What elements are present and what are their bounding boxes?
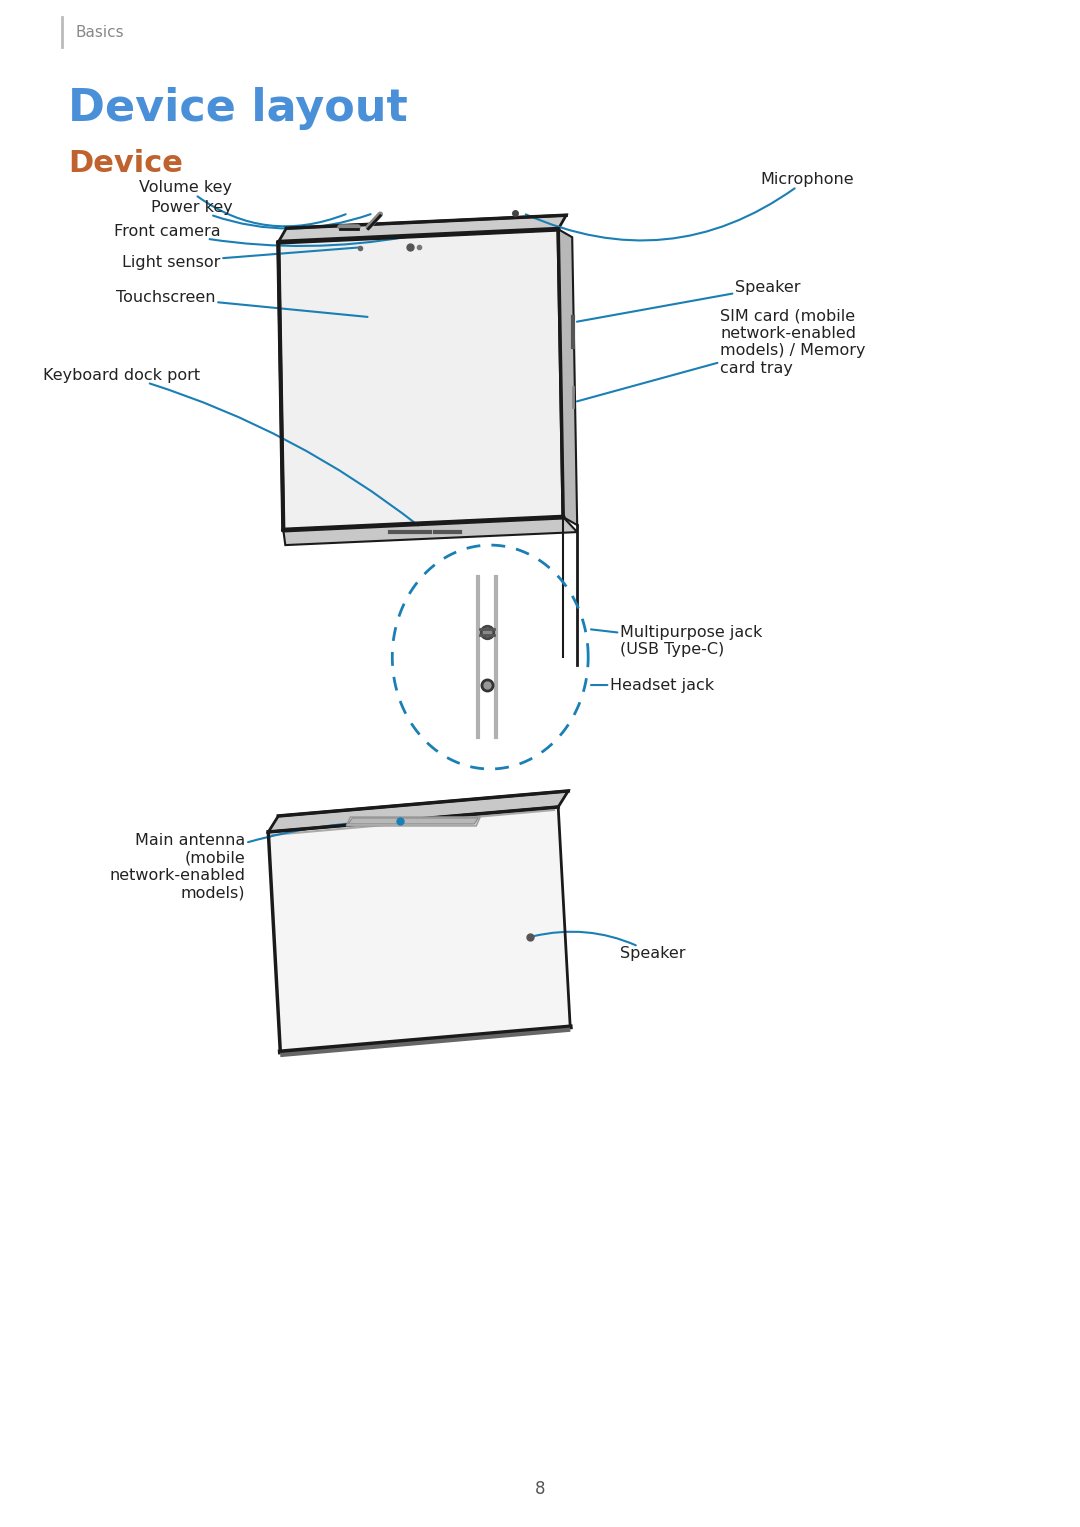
Text: 8: 8 <box>535 1480 545 1498</box>
Polygon shape <box>268 791 568 832</box>
Text: Device layout: Device layout <box>68 87 408 130</box>
Polygon shape <box>291 241 551 518</box>
Text: Touchscreen: Touchscreen <box>116 290 367 318</box>
Polygon shape <box>558 229 577 525</box>
Polygon shape <box>298 249 543 510</box>
Text: Headset jack: Headset jack <box>591 678 714 693</box>
Text: Volume key: Volume key <box>139 180 346 226</box>
Text: Front camera: Front camera <box>113 224 407 246</box>
Text: SIM card (mobile
network-enabled
models) / Memory
card tray: SIM card (mobile network-enabled models)… <box>577 308 866 402</box>
Polygon shape <box>279 215 566 243</box>
Polygon shape <box>283 518 577 545</box>
Text: Speaker: Speaker <box>532 931 686 962</box>
Polygon shape <box>348 818 478 825</box>
Text: Main antenna
(mobile
network-enabled
models): Main antenna (mobile network-enabled mod… <box>109 822 397 901</box>
Text: Multipurpose jack
(USB Type-C): Multipurpose jack (USB Type-C) <box>591 625 762 657</box>
Text: Keyboard dock port: Keyboard dock port <box>43 368 418 525</box>
Text: Power key: Power key <box>150 200 370 229</box>
Text: Device: Device <box>68 150 184 179</box>
Polygon shape <box>279 229 563 530</box>
Text: Basics: Basics <box>76 24 124 40</box>
Text: Speaker: Speaker <box>577 279 800 322</box>
Text: Light sensor: Light sensor <box>122 247 360 270</box>
Polygon shape <box>268 806 570 1052</box>
Text: Microphone: Microphone <box>526 171 854 240</box>
Polygon shape <box>347 817 481 826</box>
